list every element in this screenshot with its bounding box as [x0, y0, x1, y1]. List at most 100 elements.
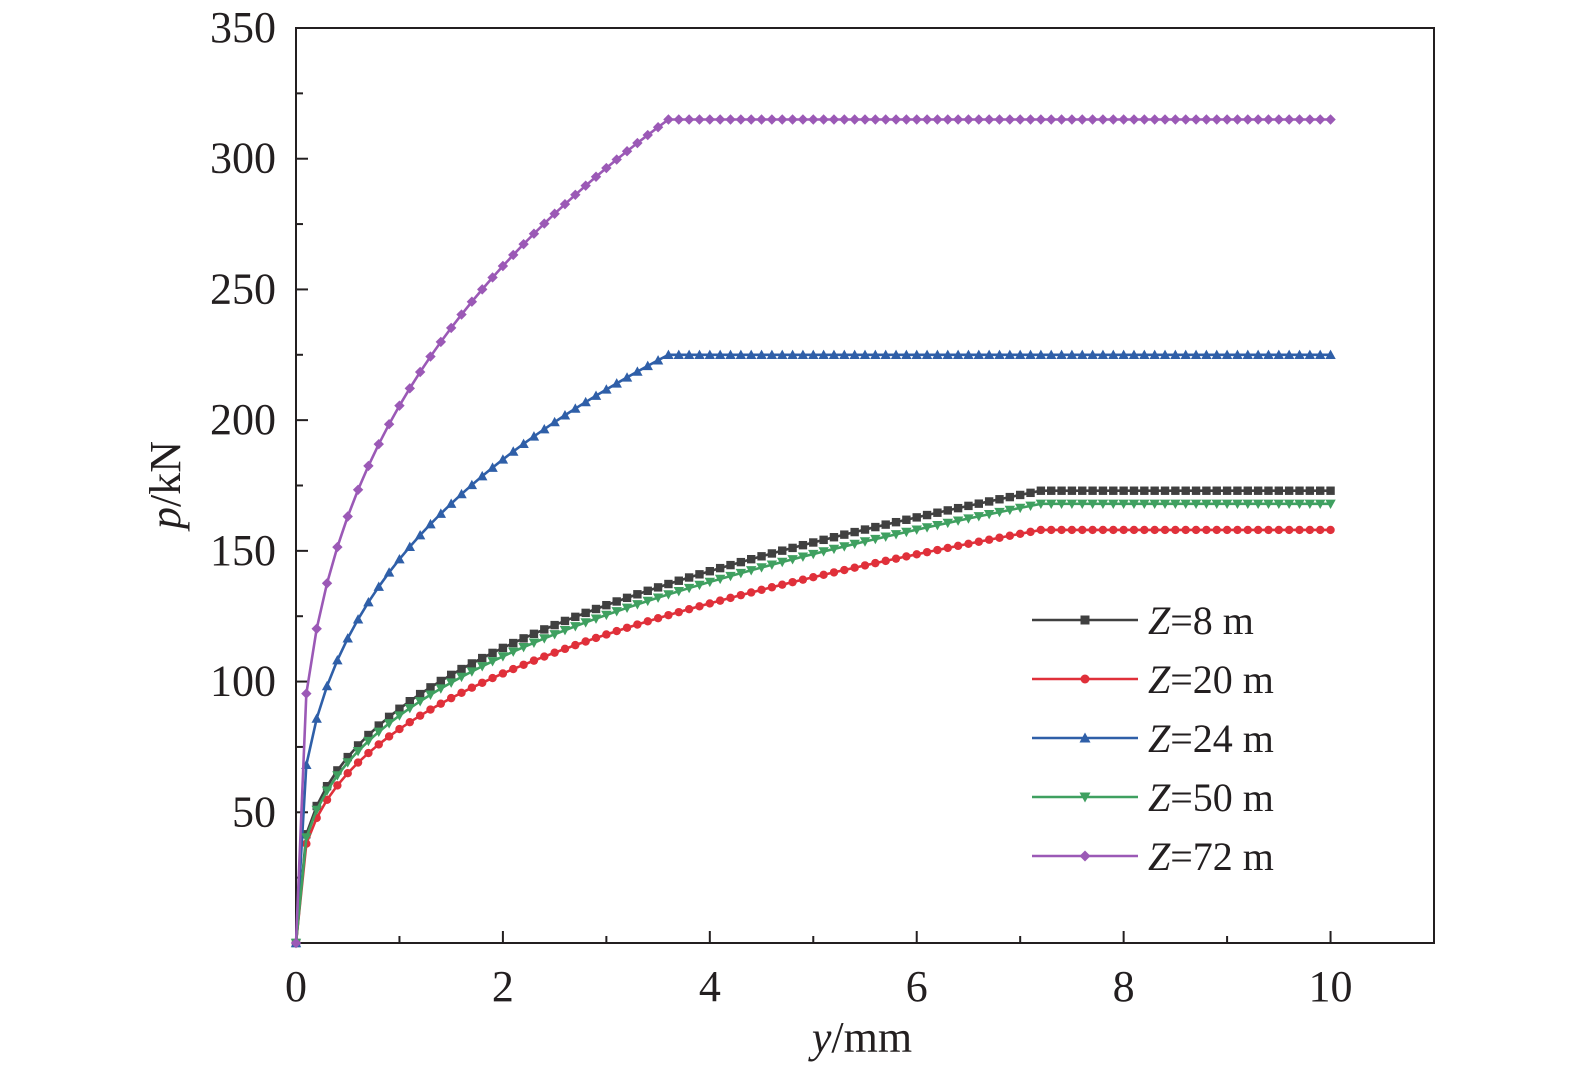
data-point [518, 238, 529, 250]
data-point [1252, 349, 1264, 359]
data-point [725, 349, 736, 359]
data-point [1263, 114, 1274, 125]
data-point [1222, 525, 1232, 535]
data-point [1149, 499, 1160, 509]
data-point [508, 446, 519, 456]
data-point [374, 740, 383, 749]
data-point [1046, 499, 1057, 509]
data-point [570, 189, 581, 200]
data-point [663, 590, 674, 600]
data-point [1079, 732, 1091, 743]
data-point [352, 614, 364, 624]
data-point [943, 506, 952, 515]
data-point [653, 614, 663, 623]
data-point [1140, 525, 1149, 535]
data-point [414, 366, 426, 378]
y-tick-label: 50 [232, 787, 276, 836]
data-point [1264, 486, 1273, 495]
data-point [871, 522, 880, 532]
data-point [1283, 349, 1295, 359]
data-point [425, 518, 436, 529]
data-point [674, 607, 683, 617]
data-point [498, 643, 508, 653]
x-tick-label: 10 [1309, 962, 1353, 1011]
data-point [342, 758, 353, 768]
data-point [725, 114, 736, 125]
data-point [1097, 114, 1109, 125]
data-point [1149, 349, 1160, 359]
data-point [466, 667, 478, 677]
data-point [394, 711, 405, 721]
data-point [633, 620, 642, 629]
data-point [809, 573, 818, 582]
data-point [652, 121, 664, 133]
data-point [1047, 525, 1056, 535]
data-point [1263, 349, 1274, 359]
data-point [1139, 114, 1150, 125]
data-point [1222, 486, 1232, 495]
data-point [405, 717, 414, 727]
data-point [1108, 349, 1119, 359]
data-point [714, 114, 726, 125]
data-point [973, 512, 984, 522]
data-point [1233, 486, 1242, 495]
legend-label: Z=50 m [1148, 775, 1274, 820]
data-point [715, 596, 725, 605]
data-point [1221, 349, 1233, 359]
data-point [509, 664, 518, 674]
data-point [591, 633, 601, 643]
data-point [912, 550, 921, 559]
data-point [571, 612, 580, 622]
data-point [477, 470, 488, 481]
data-point [1108, 499, 1119, 509]
data-point [1273, 349, 1285, 359]
data-point [870, 349, 881, 359]
data-point [766, 114, 778, 125]
data-point [964, 539, 973, 548]
data-point [757, 585, 766, 595]
data-point [508, 647, 519, 657]
data-point [632, 600, 643, 610]
data-point [921, 114, 933, 125]
data-point [1067, 525, 1077, 535]
data-point [1036, 486, 1046, 495]
data-point [787, 114, 798, 125]
data-point [467, 683, 477, 692]
data-point [394, 400, 405, 411]
data-point [590, 390, 602, 400]
data-point [321, 680, 333, 691]
data-point [995, 533, 1004, 542]
series-z-24-m [290, 349, 1336, 948]
legend-label: Z=72 m [1148, 834, 1274, 879]
data-point [1295, 525, 1304, 535]
data-point [550, 620, 559, 630]
data-point [414, 697, 426, 707]
data-point [1139, 499, 1150, 509]
data-point [890, 530, 902, 540]
data-point [1325, 499, 1336, 509]
data-point [1057, 486, 1066, 495]
data-point [952, 349, 964, 359]
data-point [1315, 499, 1326, 509]
data-point [539, 423, 550, 434]
data-point [704, 349, 716, 359]
data-point [642, 360, 653, 371]
data-point [1004, 349, 1016, 359]
data-point [859, 114, 871, 125]
data-point [590, 614, 602, 624]
data-point [1056, 114, 1067, 125]
data-point [426, 683, 435, 692]
data-point [540, 652, 549, 661]
data-point [1026, 488, 1035, 498]
data-point [446, 693, 456, 703]
data-point [973, 349, 984, 359]
data-point [1294, 114, 1305, 125]
data-point [1326, 486, 1335, 495]
data-point [508, 249, 519, 261]
data-point [1201, 114, 1212, 125]
data-point [911, 349, 922, 359]
data-point [777, 114, 788, 125]
data-point [456, 488, 467, 499]
data-point [984, 497, 994, 506]
data-point [673, 349, 684, 359]
